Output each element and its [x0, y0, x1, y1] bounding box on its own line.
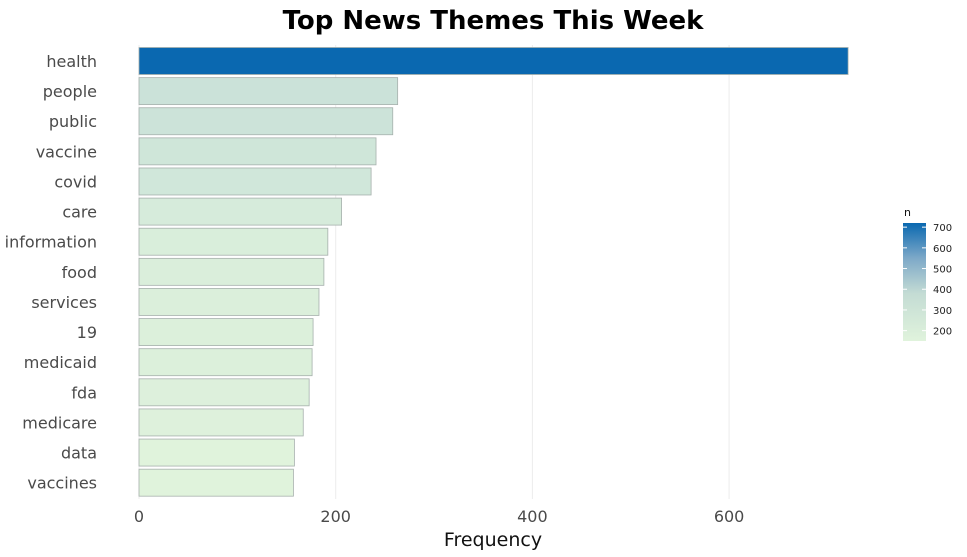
y-tick-data: data [61, 444, 97, 463]
bar-public [138, 107, 394, 136]
legend-tick-200: 200 [933, 327, 952, 338]
legend-tick-300: 300 [933, 306, 952, 317]
y-tick-vaccines: vaccines [27, 474, 97, 493]
bar-vaccines [138, 468, 294, 497]
legend-tick-700: 700 [933, 223, 952, 234]
bar-people [138, 77, 399, 106]
x-tick-200: 200 [320, 507, 351, 526]
legend-colorbar [903, 223, 926, 341]
bar-fda [138, 378, 310, 407]
y-tick-services: services [31, 293, 97, 312]
legend-tick-600: 600 [933, 244, 952, 255]
y-tick-labels: health people public vaccine covid care inform… [5, 52, 97, 493]
bar-vaccine [138, 137, 377, 166]
bar-medicaid [138, 348, 313, 377]
x-tick-600: 600 [714, 507, 745, 526]
bar-care [138, 197, 343, 226]
y-tick-19: 19 [77, 323, 97, 342]
legend-tick-400: 400 [933, 285, 952, 296]
legend-title: n [904, 206, 911, 219]
y-tick-people: people [43, 82, 97, 101]
y-tick-information: information [5, 233, 97, 252]
legend-tick-500: 500 [933, 265, 952, 276]
chart-title: Top News Themes This Week [283, 6, 705, 36]
y-tick-fda: fda [71, 383, 97, 402]
bar-19 [138, 318, 314, 346]
y-tick-medicaid: medicaid [24, 353, 97, 372]
bars [138, 47, 849, 497]
legend: n 700 600 500 400 300 200 [903, 206, 952, 341]
y-tick-vaccine: vaccine [36, 142, 97, 161]
y-tick-health: health [46, 52, 97, 71]
bar-medicare [138, 408, 304, 437]
y-tick-care: care [62, 203, 97, 222]
bar-food [138, 257, 325, 286]
bar-information [138, 227, 329, 256]
y-tick-public: public [49, 112, 97, 131]
x-tick-400: 400 [517, 507, 548, 526]
y-tick-food: food [62, 263, 97, 282]
x-tick-labels: 0 200 400 600 [134, 507, 744, 526]
x-tick-0: 0 [134, 507, 144, 526]
bar-covid [138, 167, 372, 196]
bar-health [138, 47, 849, 75]
bar-services [138, 288, 320, 316]
x-axis-label: Frequency [444, 529, 542, 551]
y-tick-covid: covid [54, 172, 97, 191]
y-tick-medicare: medicare [22, 413, 97, 432]
legend-ticks: 700 600 500 400 300 200 [903, 223, 952, 338]
bar-data [138, 438, 295, 467]
